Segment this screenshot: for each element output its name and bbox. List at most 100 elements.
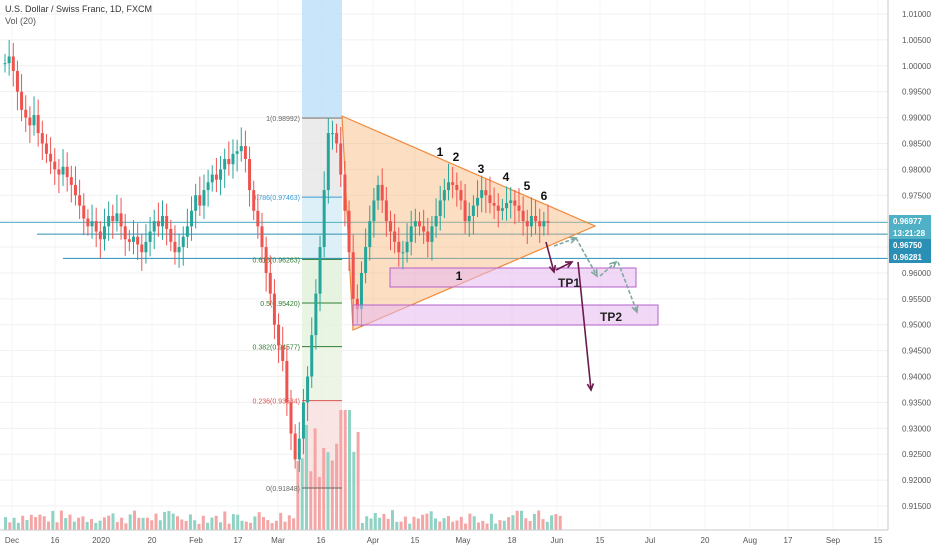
candle-body [380, 184, 384, 201]
candle-body [11, 56, 15, 71]
time-tick-label: 17 [234, 536, 243, 545]
candle-body [152, 221, 156, 232]
candle-body [409, 226, 413, 242]
wave-label: 5 [524, 179, 531, 193]
projection-arrows[interactable] [545, 236, 639, 392]
price-label-text: 0.96977 [893, 217, 922, 226]
volume-bar [21, 515, 25, 530]
target-box [389, 267, 637, 288]
volume-bar [472, 516, 476, 530]
volume-bar [77, 517, 81, 530]
candle-body [289, 402, 293, 434]
arrow-alt-down-1-head [590, 268, 598, 278]
wave-label: 4 [503, 170, 510, 184]
candle-body [111, 215, 115, 222]
arrow-drop-1-head [548, 264, 557, 274]
arrow-bounce [555, 261, 573, 271]
candle-body [148, 231, 152, 242]
volume-bar [223, 511, 227, 530]
fib-zone [302, 117, 342, 198]
candle-body [517, 205, 521, 211]
volume-bar [68, 514, 72, 530]
volume-bar [51, 510, 55, 530]
candle-body [98, 231, 102, 240]
time-tick-label: 16 [51, 536, 60, 545]
candle-body [169, 228, 173, 242]
time-axis[interactable]: Dec 16 2020 20 Feb 17 Mar 16 Apr 15 May 18 Jun 15 Jul 2… [0, 529, 888, 545]
volume-bar [434, 518, 437, 530]
candle-body [90, 221, 94, 227]
candle-body [372, 200, 376, 222]
candle-body [405, 241, 409, 253]
price-label-text: 13:21:28 [893, 229, 926, 238]
candle-body [463, 200, 467, 222]
candle-body [310, 335, 314, 377]
volume-bar [442, 518, 446, 530]
volume-bar [193, 520, 197, 530]
target-boxes[interactable]: TP1 TP2 [352, 267, 659, 326]
candle-body [115, 213, 119, 222]
volume-bar [369, 518, 373, 530]
volume-bar [38, 514, 42, 530]
volume-bar [408, 523, 412, 530]
candle-body [521, 210, 525, 222]
time-tick-label: 20 [701, 536, 710, 545]
volume-bar [102, 517, 106, 530]
volume-bar [335, 443, 339, 530]
candle-body [86, 218, 90, 227]
candle-body [210, 174, 214, 183]
volume-bar [274, 520, 278, 530]
candle-body [447, 182, 451, 191]
time-tick-label: 20 [148, 536, 157, 545]
candlestick-series [3, 39, 550, 472]
volume-bar [266, 520, 270, 530]
volume-bar [391, 510, 394, 530]
candle-body [277, 324, 281, 346]
volume-bar [507, 517, 511, 530]
time-tick-label: 15 [596, 536, 605, 545]
candle-body [388, 221, 392, 232]
fib-label: 0.786(0.97463) [253, 195, 300, 202]
volume-bar [227, 523, 231, 530]
candle-body [36, 114, 40, 134]
price-label-text: 0.96281 [893, 253, 922, 262]
candle-body [455, 184, 459, 191]
volume-bar [283, 521, 287, 530]
candle-body [451, 182, 455, 185]
volume-bar [330, 460, 334, 530]
price-tick-label: 0.98000 [902, 165, 931, 174]
candle-body [82, 205, 86, 219]
arrow-alt-down-1 [575, 237, 598, 277]
candle-body [413, 221, 417, 227]
volume-bar [339, 410, 343, 530]
volume-bar [154, 513, 158, 530]
volume-bar [532, 513, 536, 530]
candle-body [107, 215, 111, 227]
candle-body [102, 226, 106, 240]
candle-body [347, 210, 351, 253]
volume-bar [378, 517, 382, 530]
time-tick-label: Mar [271, 536, 285, 545]
volume-bar [446, 516, 450, 530]
price-tick-label: 0.93000 [902, 424, 931, 433]
volume-bar [176, 516, 179, 530]
candle-body [252, 190, 256, 211]
candle-body [231, 153, 235, 165]
fib-retracement[interactable]: 1(0.98992) 0.786(0.97463) 0.618(0.96263) 0.… [253, 116, 342, 493]
price-label-text: 0.96750 [893, 241, 922, 250]
price-label-box [889, 227, 931, 239]
time-tick-label: Apr [367, 536, 380, 545]
candle-body [156, 221, 160, 227]
candle-body [376, 184, 380, 201]
volume-bar [300, 458, 304, 530]
price-tick-label: 0.97500 [902, 191, 931, 200]
candle-body [3, 63, 7, 65]
volume-bar [158, 520, 162, 530]
volume-bar [29, 514, 33, 530]
time-tick-label: Dec [5, 536, 19, 545]
candle-body [430, 226, 434, 242]
candle-body [326, 133, 330, 191]
volume-bar [343, 410, 347, 530]
price-axis[interactable]: 1.01000 1.00500 1.00000 0.99500 0.99000 0.985… [887, 0, 931, 530]
